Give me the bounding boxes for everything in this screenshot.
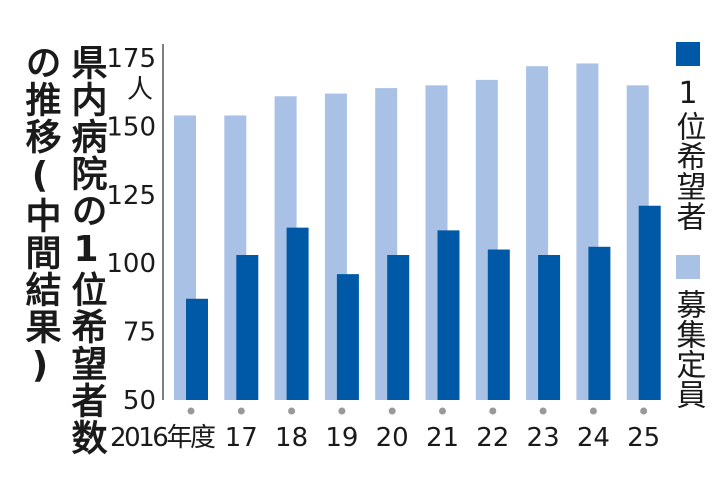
category-dot [338, 407, 346, 415]
category-dot [439, 407, 446, 415]
category-dot [589, 407, 597, 415]
bar [437, 230, 460, 400]
x-tick-label: 21 [426, 423, 459, 453]
bar [336, 274, 359, 400]
x-tick-label: 19 [325, 423, 358, 453]
x-tick-label: 2016年度 [110, 423, 216, 453]
bar [236, 254, 259, 400]
y-tick-label: 125 [106, 181, 156, 211]
x-tick-label: 24 [577, 423, 610, 453]
bar [186, 298, 208, 400]
bar [638, 205, 661, 400]
y-tick-label: 150 [106, 112, 156, 142]
bar [487, 249, 510, 400]
x-tick-label: 18 [275, 423, 308, 453]
chart-title: の推移(中間結果) [20, 44, 62, 387]
category-dot [539, 407, 547, 415]
category-dot [187, 407, 195, 415]
legend-label: 1位希望者 [671, 76, 707, 231]
x-tick-label: 20 [376, 423, 409, 453]
legend-swatch [676, 42, 700, 66]
legend-label: 募集定員 [671, 289, 707, 409]
bar [387, 254, 410, 400]
category-dot [388, 407, 396, 415]
x-tick-label: 23 [527, 423, 560, 453]
x-tick-label: 17 [225, 423, 258, 453]
y-tick-label: 175 [106, 44, 156, 74]
category-dot [640, 407, 648, 415]
y-tick-label: 100 [106, 249, 156, 279]
x-tick-label: 25 [627, 423, 660, 453]
x-tick-label: 22 [476, 423, 509, 453]
category-dot [237, 407, 245, 415]
category-dot [489, 407, 497, 415]
y-tick-label: 50 [123, 386, 156, 416]
bar [588, 246, 611, 400]
category-dot [288, 407, 296, 415]
legend-swatch [676, 255, 700, 279]
y-unit: 人 [127, 75, 153, 105]
bar [538, 254, 561, 400]
chart-title: 県内病院の1位希望者数 [66, 44, 108, 456]
y-tick-label: 75 [123, 318, 156, 348]
bar [286, 227, 309, 400]
